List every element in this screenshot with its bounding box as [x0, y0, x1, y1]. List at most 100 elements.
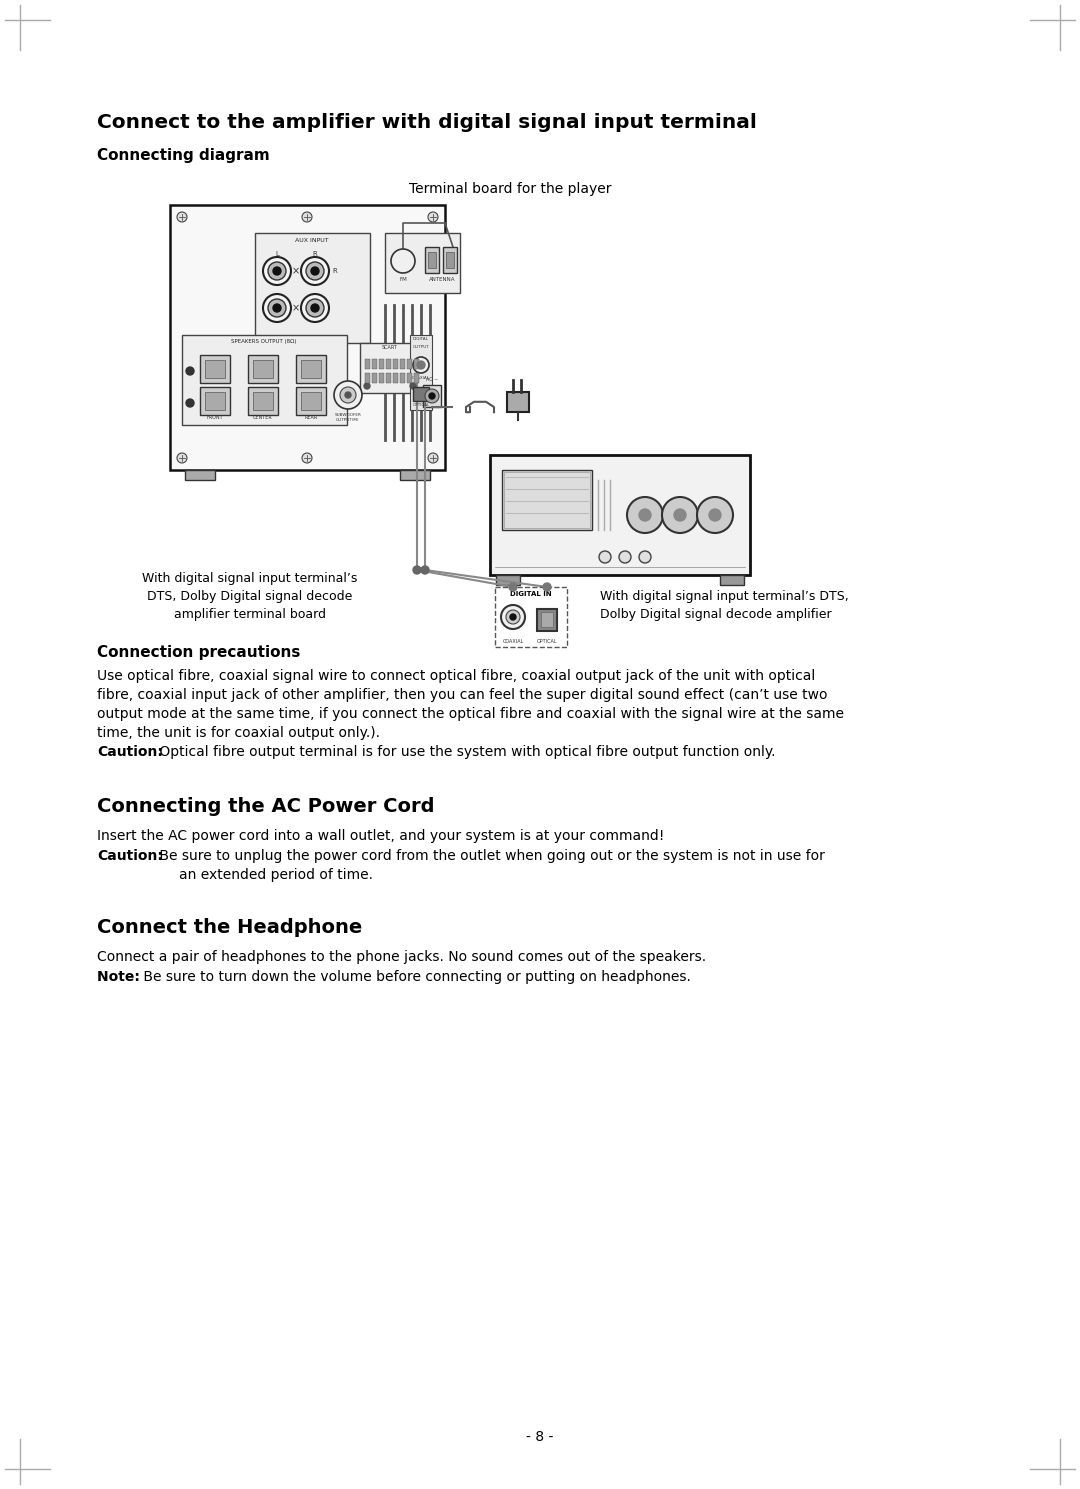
Bar: [400, 359, 405, 369]
Text: Caution:: Caution:: [97, 744, 163, 759]
Bar: [205, 392, 225, 409]
Circle shape: [273, 267, 281, 275]
Circle shape: [639, 551, 651, 563]
Bar: [379, 359, 384, 369]
Circle shape: [639, 509, 651, 521]
Circle shape: [697, 497, 733, 533]
Text: output mode at the same time, if you connect the optical fibre and coaxial with : output mode at the same time, if you con…: [97, 707, 843, 721]
Text: ×: ×: [292, 267, 300, 275]
Text: AC ~: AC ~: [426, 377, 438, 383]
Text: Connection precautions: Connection precautions: [97, 645, 300, 660]
Text: Connecting the AC Power Cord: Connecting the AC Power Cord: [97, 797, 434, 816]
Circle shape: [302, 211, 312, 222]
Text: SPEAKERS OUTPUT (8Ω): SPEAKERS OUTPUT (8Ω): [231, 339, 297, 344]
Circle shape: [340, 387, 356, 404]
Circle shape: [708, 509, 721, 521]
Circle shape: [421, 566, 429, 573]
Bar: [502, 471, 592, 530]
Bar: [407, 374, 411, 383]
Text: DIGITAL IN: DIGITAL IN: [510, 591, 552, 597]
Text: Terminal board for the player: Terminal board for the player: [408, 182, 611, 197]
Text: fibre, coaxial input jack of other amplifier, then you can feel the super digita: fibre, coaxial input jack of other ampli…: [97, 688, 827, 701]
Bar: [372, 359, 377, 369]
Text: FM: FM: [400, 277, 407, 281]
Text: DIGITAL: DIGITAL: [413, 337, 429, 341]
Circle shape: [273, 304, 281, 313]
Bar: [495, 587, 567, 648]
Bar: [386, 359, 391, 369]
Circle shape: [507, 610, 519, 624]
Circle shape: [177, 211, 187, 222]
Text: ANTENNA: ANTENNA: [429, 277, 456, 281]
Text: Insert the AC power cord into a wall outlet, and your system is at your command!: Insert the AC power cord into a wall out…: [97, 829, 664, 843]
Circle shape: [391, 249, 415, 272]
Text: REAR: REAR: [305, 415, 318, 420]
Bar: [365, 374, 370, 383]
Bar: [183, 335, 347, 424]
Circle shape: [619, 551, 631, 563]
Bar: [386, 374, 391, 383]
Text: - 8 -: - 8 -: [526, 1429, 554, 1444]
Circle shape: [264, 293, 291, 322]
Circle shape: [306, 262, 324, 280]
Bar: [393, 359, 399, 369]
Bar: [384, 232, 460, 293]
Text: SUBWOOFER
OUTPUT(M): SUBWOOFER OUTPUT(M): [335, 412, 362, 421]
Circle shape: [674, 509, 686, 521]
Text: R: R: [312, 252, 318, 258]
Circle shape: [543, 584, 551, 591]
Bar: [301, 360, 321, 378]
Text: Connect a pair of headphones to the phone jacks. No sound comes out of the speak: Connect a pair of headphones to the phon…: [97, 950, 706, 963]
Text: CENTER: CENTER: [253, 415, 273, 420]
Circle shape: [177, 453, 187, 463]
Text: ×: ×: [292, 302, 300, 313]
Bar: [414, 359, 419, 369]
Circle shape: [264, 258, 291, 284]
Bar: [200, 387, 230, 415]
Circle shape: [301, 293, 329, 322]
Circle shape: [268, 299, 286, 317]
Bar: [360, 342, 420, 393]
Text: With digital signal input terminal’s DTS,: With digital signal input terminal’s DTS…: [600, 590, 849, 603]
Text: SCART: SCART: [382, 345, 397, 350]
Text: Caution:: Caution:: [97, 849, 163, 864]
Circle shape: [428, 211, 438, 222]
Bar: [200, 354, 230, 383]
Bar: [720, 575, 744, 585]
Circle shape: [413, 566, 421, 573]
Bar: [496, 575, 519, 585]
Bar: [253, 360, 273, 378]
Bar: [248, 354, 278, 383]
Circle shape: [417, 360, 426, 369]
Bar: [443, 247, 457, 272]
Bar: [248, 387, 278, 415]
Bar: [296, 354, 326, 383]
Bar: [185, 471, 215, 479]
Circle shape: [302, 453, 312, 463]
Text: Connecting diagram: Connecting diagram: [97, 147, 270, 162]
Text: Be sure to unplug the power cord from the outlet when going out or the system is: Be sure to unplug the power cord from th…: [156, 849, 825, 864]
Bar: [410, 335, 432, 409]
Circle shape: [662, 497, 698, 533]
Bar: [296, 387, 326, 415]
Bar: [426, 247, 438, 272]
Text: Optical fibre output terminal is for use the system with optical fibre output fu: Optical fibre output terminal is for use…: [156, 744, 775, 759]
Bar: [537, 609, 557, 631]
Bar: [446, 252, 454, 268]
Text: Be sure to turn down the volume before connecting or putting on headphones.: Be sure to turn down the volume before c…: [139, 969, 691, 984]
Bar: [170, 205, 445, 471]
Text: OPTICAL: OPTICAL: [413, 404, 430, 406]
Bar: [400, 374, 405, 383]
Circle shape: [186, 399, 194, 406]
Text: Note:: Note:: [97, 969, 145, 984]
Circle shape: [627, 497, 663, 533]
Bar: [400, 471, 430, 479]
Bar: [253, 392, 273, 409]
Text: time, the unit is for coaxial output only.).: time, the unit is for coaxial output onl…: [97, 727, 380, 740]
Circle shape: [345, 392, 351, 398]
Circle shape: [510, 613, 516, 619]
Text: With digital signal input terminal’s: With digital signal input terminal’s: [143, 572, 357, 585]
Text: an extended period of time.: an extended period of time.: [179, 868, 373, 881]
Text: R: R: [333, 268, 337, 274]
Text: L: L: [275, 252, 279, 258]
